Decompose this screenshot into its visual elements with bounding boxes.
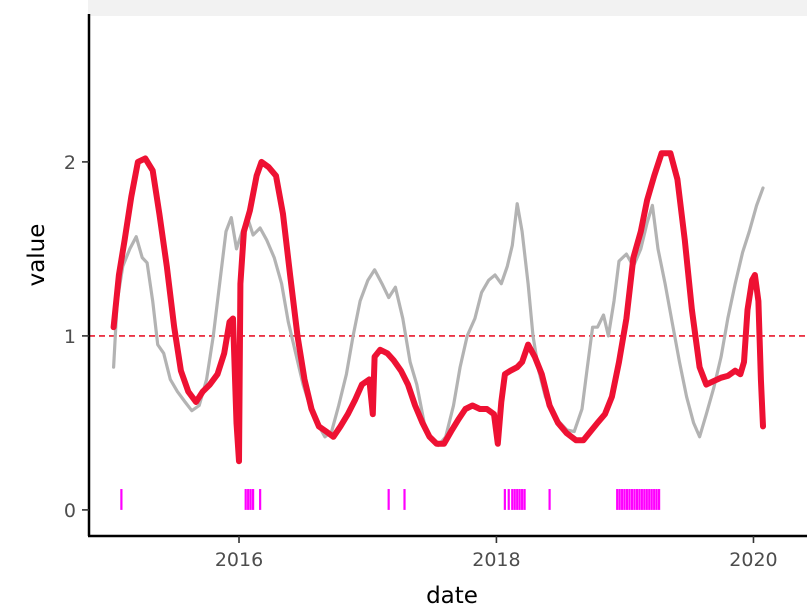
series-layer — [110, 150, 766, 465]
x-tick-label: 2018 — [472, 549, 520, 571]
x-tick-label: 2020 — [729, 549, 777, 571]
y-tick-label: 1 — [64, 326, 76, 348]
x-ticks: 2016 2018 2020 — [215, 536, 778, 571]
y-ticks: 0 1 2 — [64, 152, 89, 522]
y-axis-title: value — [24, 224, 50, 287]
y-tick-label: 2 — [64, 152, 76, 174]
event-marks — [120, 489, 661, 510]
x-tick-label: 2016 — [215, 549, 263, 571]
y-tick-label: 0 — [64, 500, 76, 522]
top-band — [88, 0, 807, 16]
series-line-grey — [112, 186, 765, 448]
x-axis-title: date — [426, 583, 478, 609]
series-line-red — [110, 150, 766, 465]
